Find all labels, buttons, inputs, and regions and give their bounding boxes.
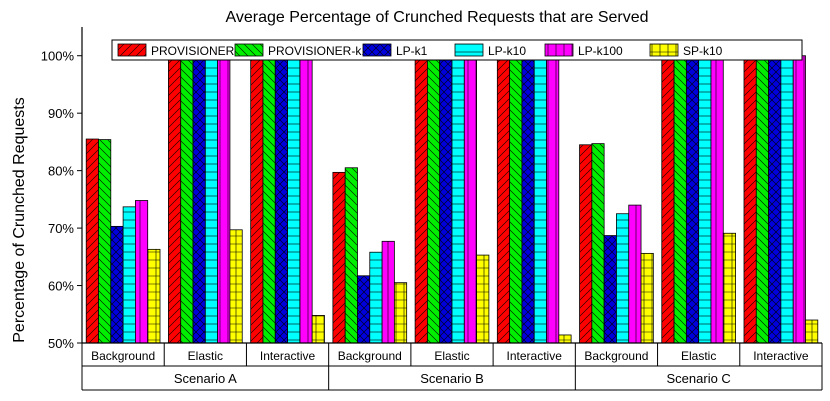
bar bbox=[122, 206, 136, 344]
category-label: Background bbox=[584, 349, 648, 363]
bar bbox=[381, 240, 395, 344]
bar bbox=[204, 56, 219, 344]
bar bbox=[533, 55, 547, 344]
series-LP-k1 bbox=[110, 55, 782, 344]
bar bbox=[558, 334, 572, 344]
series-LP-k10 bbox=[122, 55, 794, 344]
legend-swatch bbox=[544, 43, 574, 57]
bar bbox=[250, 55, 264, 344]
bar bbox=[698, 57, 712, 344]
legend-label: SP-k10 bbox=[683, 44, 723, 58]
bar bbox=[180, 55, 194, 344]
bar bbox=[357, 275, 371, 344]
bar bbox=[369, 251, 383, 344]
category-label: Background bbox=[338, 349, 402, 363]
bar bbox=[262, 55, 276, 344]
bar bbox=[685, 58, 700, 344]
category-label: Elastic bbox=[188, 349, 223, 363]
series-PROVISIONER-k1 bbox=[85, 55, 757, 344]
bar bbox=[135, 200, 149, 344]
bar bbox=[509, 55, 523, 344]
group-label: Scenario A bbox=[174, 371, 237, 386]
bar bbox=[673, 55, 687, 344]
plot-area: 50% 60% 70% 80% 90% 100% Background Elastic Inte… bbox=[41, 27, 823, 391]
bar bbox=[579, 144, 593, 344]
legend-label: PROVISIONER-k1 bbox=[151, 44, 251, 58]
bar bbox=[311, 315, 325, 344]
y-tick-label: 90% bbox=[48, 106, 74, 121]
bar bbox=[521, 55, 535, 344]
bar bbox=[110, 225, 124, 344]
bar bbox=[229, 229, 243, 344]
category-label: Interactive bbox=[507, 349, 563, 363]
bar bbox=[332, 171, 346, 344]
y-tick-label: 50% bbox=[48, 336, 74, 351]
legend-swatch bbox=[362, 43, 392, 57]
bar bbox=[496, 55, 511, 344]
bar bbox=[616, 213, 630, 344]
bar bbox=[393, 282, 408, 344]
bar bbox=[661, 55, 675, 344]
bar bbox=[640, 252, 654, 344]
legend-label: LP-k10 bbox=[488, 44, 526, 58]
group-label: Scenario C bbox=[667, 371, 731, 386]
bar bbox=[85, 138, 99, 344]
bar bbox=[603, 235, 617, 344]
y-axis-label: Percentage of Crunched Requests bbox=[11, 97, 28, 342]
bar bbox=[451, 57, 465, 344]
bar bbox=[628, 204, 642, 344]
bar bbox=[98, 139, 112, 344]
bar bbox=[439, 59, 453, 344]
bar bbox=[463, 57, 477, 344]
bar bbox=[147, 248, 161, 344]
bar bbox=[299, 55, 313, 344]
legend-swatch bbox=[454, 43, 484, 57]
category-label: Elastic bbox=[681, 349, 716, 363]
bar bbox=[344, 167, 358, 344]
bar bbox=[274, 55, 288, 344]
y-tick-label: 100% bbox=[41, 49, 75, 64]
bar bbox=[426, 55, 441, 344]
bar bbox=[722, 232, 736, 344]
category-label: Interactive bbox=[260, 349, 316, 363]
bar bbox=[414, 55, 428, 344]
bar bbox=[743, 55, 757, 344]
legend-label: LP-k100 bbox=[578, 44, 623, 58]
bar bbox=[792, 55, 806, 344]
bar bbox=[192, 57, 206, 344]
bar bbox=[768, 55, 782, 344]
category-label: Background bbox=[91, 349, 155, 363]
legend-swatch bbox=[649, 43, 679, 57]
group-label: Scenario B bbox=[420, 371, 484, 386]
y-tick-label: 60% bbox=[48, 279, 74, 294]
bar bbox=[805, 319, 819, 344]
chart-title: Average Percentage of Crunched Requests … bbox=[225, 9, 648, 26]
bar bbox=[710, 57, 724, 344]
legend-swatch bbox=[234, 43, 264, 57]
category-label: Interactive bbox=[753, 349, 809, 363]
bar bbox=[755, 55, 769, 344]
legend-label: PROVISIONER-k10 bbox=[268, 44, 375, 58]
bar bbox=[546, 55, 560, 344]
category-label: Elastic bbox=[434, 349, 469, 363]
legend: PROVISIONER-k1 PROVISIONER-k10 LP-k1 LP-k10… bbox=[111, 39, 803, 61]
bar bbox=[591, 143, 605, 344]
legend-label: LP-k1 bbox=[396, 44, 428, 58]
bar bbox=[168, 55, 182, 344]
y-tick-label: 80% bbox=[48, 164, 74, 179]
bar bbox=[287, 55, 301, 344]
legend-swatch bbox=[117, 43, 147, 57]
bar bbox=[217, 55, 231, 344]
y-tick-label: 70% bbox=[48, 221, 74, 236]
bar bbox=[780, 55, 794, 344]
bar bbox=[476, 254, 490, 344]
